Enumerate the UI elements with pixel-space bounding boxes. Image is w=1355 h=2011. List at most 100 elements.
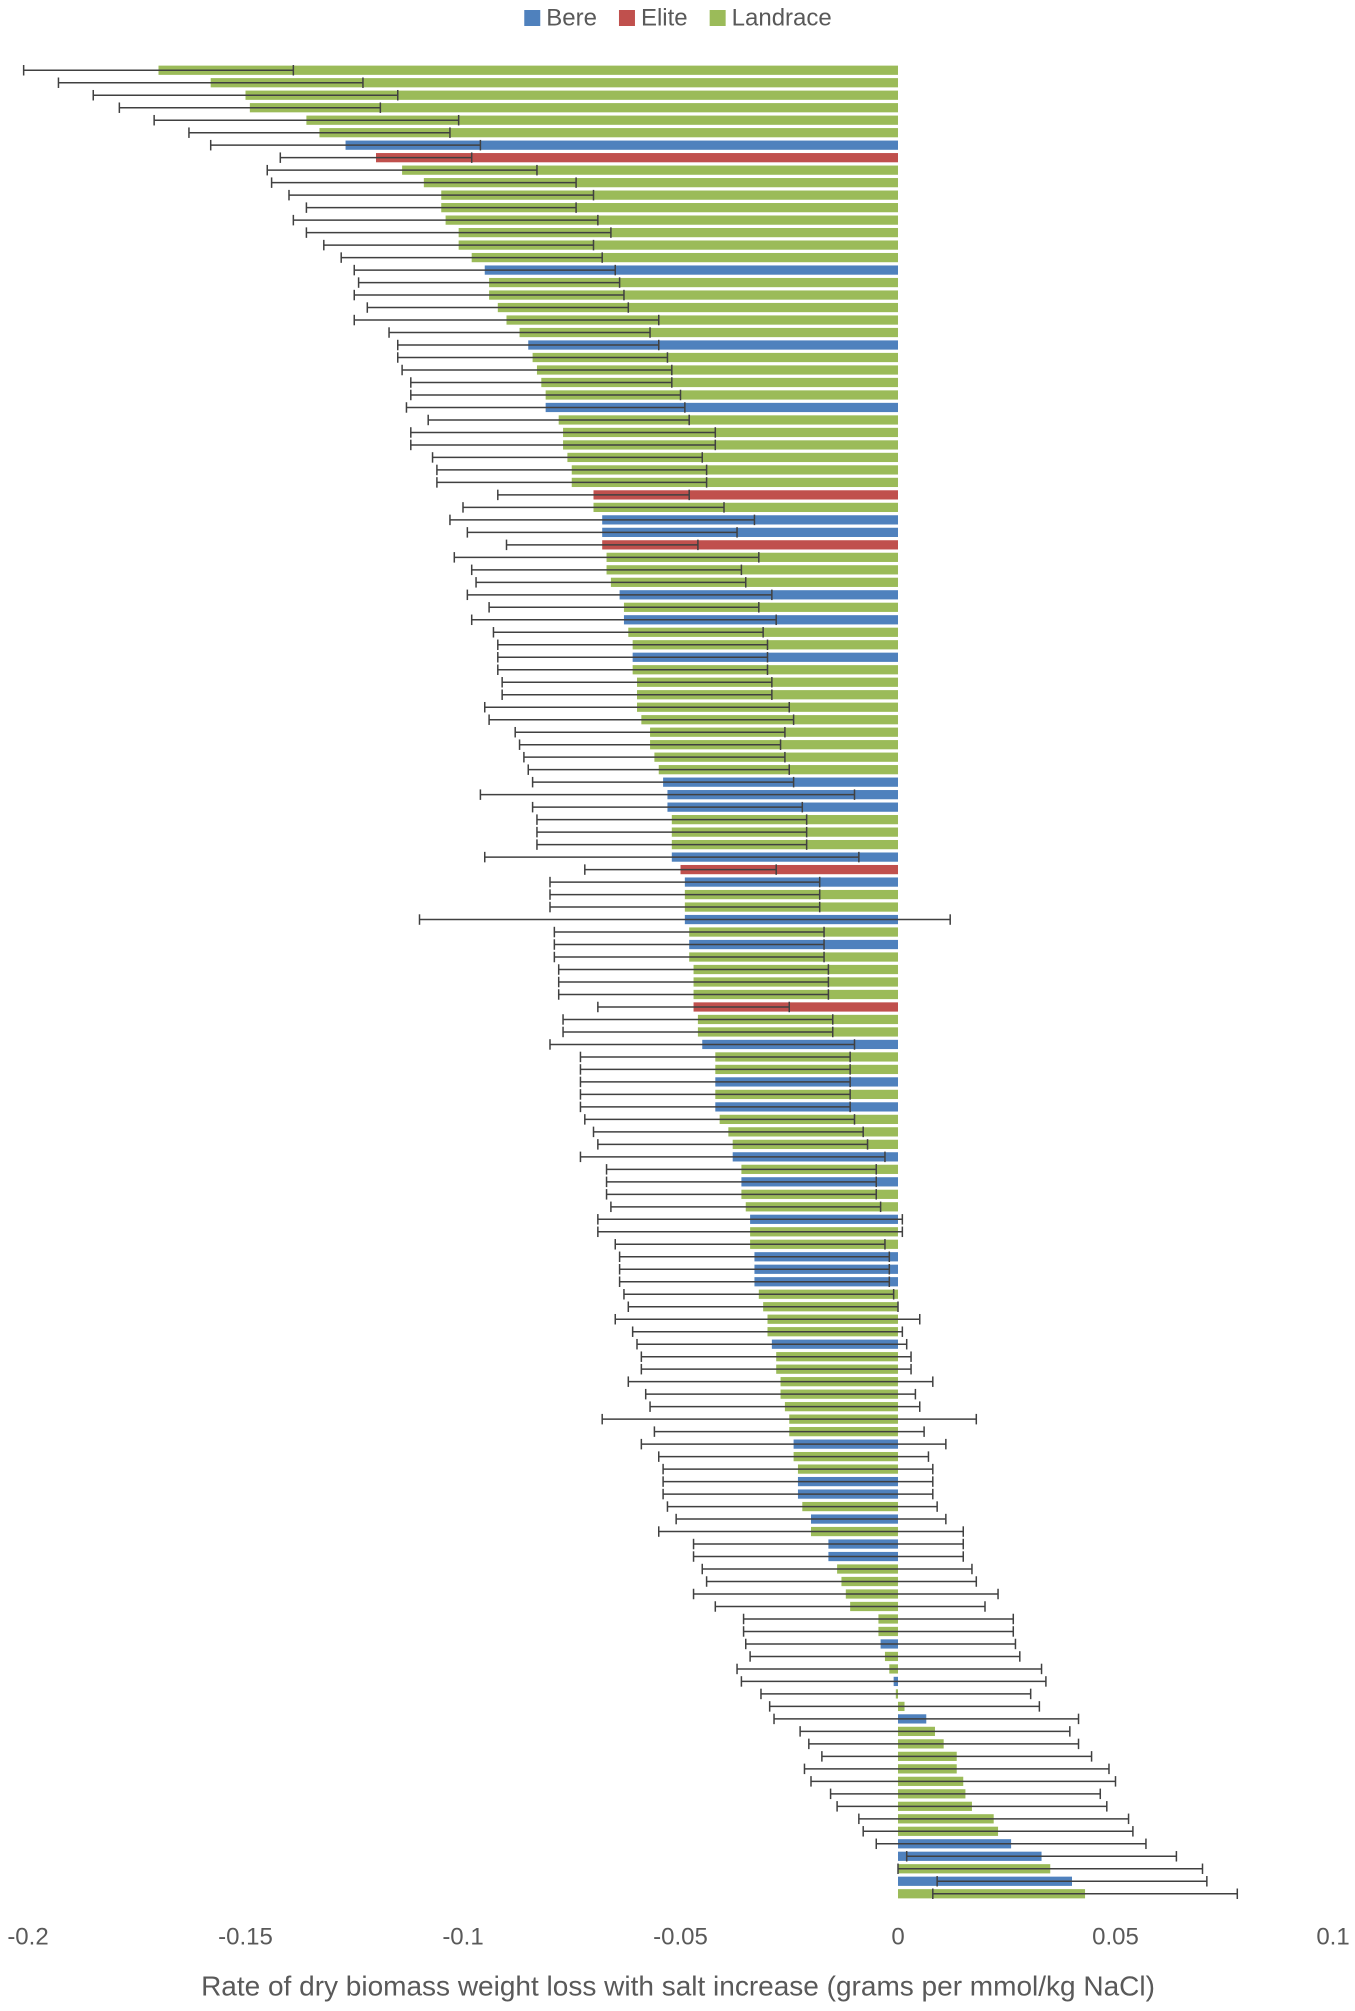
error-bar bbox=[549, 889, 821, 900]
error-bar bbox=[662, 1463, 934, 1475]
bar bbox=[563, 440, 898, 450]
error-bar bbox=[557, 964, 830, 975]
error-bar bbox=[875, 1838, 1147, 1850]
legend-swatch bbox=[618, 10, 635, 26]
error-bar bbox=[188, 127, 451, 138]
bar bbox=[593, 490, 898, 500]
error-bar bbox=[266, 164, 538, 176]
error-bar bbox=[584, 864, 777, 875]
legend-label: Landrace bbox=[732, 4, 832, 31]
error-bar bbox=[658, 1451, 930, 1462]
error-bar bbox=[397, 339, 660, 351]
bar bbox=[606, 565, 898, 575]
bar bbox=[423, 178, 898, 188]
error-bar bbox=[436, 477, 708, 488]
error-bar bbox=[410, 427, 717, 438]
error-bar bbox=[579, 1101, 851, 1113]
bar bbox=[528, 340, 898, 350]
error-bar bbox=[323, 239, 595, 251]
x-tick-label: -0.2 bbox=[7, 1923, 48, 1950]
bar bbox=[519, 327, 898, 338]
bar bbox=[445, 215, 898, 225]
error-bar bbox=[627, 1376, 934, 1387]
x-tick-label: 0.1 bbox=[1316, 1923, 1349, 1950]
error-bar bbox=[553, 939, 825, 950]
x-tick-label: 0.05 bbox=[1092, 1923, 1139, 1950]
bar bbox=[158, 65, 898, 75]
error-bar bbox=[153, 114, 460, 126]
bar bbox=[458, 240, 898, 250]
x-tick-label: -0.05 bbox=[653, 1923, 708, 1950]
bar bbox=[693, 1002, 898, 1012]
error-bar bbox=[644, 1388, 917, 1400]
bar bbox=[602, 527, 898, 537]
error-bar bbox=[553, 951, 825, 963]
error-bar bbox=[488, 602, 760, 613]
bar bbox=[376, 153, 898, 163]
bar bbox=[532, 352, 898, 363]
error-bar bbox=[488, 714, 795, 725]
error-bar bbox=[808, 1738, 1080, 1750]
error-bar bbox=[579, 1076, 851, 1088]
legend-label: Bere bbox=[546, 4, 597, 31]
error-bar bbox=[592, 1126, 864, 1138]
bar bbox=[441, 190, 898, 200]
error-bar bbox=[484, 851, 860, 863]
error-bar bbox=[799, 1726, 1071, 1737]
bar bbox=[541, 377, 898, 388]
error-bar bbox=[288, 189, 595, 201]
error-bar bbox=[666, 1501, 938, 1512]
error-bar bbox=[118, 102, 382, 113]
error-bar bbox=[466, 589, 773, 601]
error-bar bbox=[209, 139, 482, 151]
error-bar bbox=[427, 414, 690, 426]
error-bar bbox=[497, 664, 769, 676]
error-bar bbox=[701, 1563, 973, 1575]
error-bar bbox=[821, 1751, 1093, 1762]
bar bbox=[471, 252, 898, 263]
error-bar bbox=[760, 1688, 1032, 1700]
error-bar bbox=[366, 302, 630, 313]
error-bar bbox=[579, 1051, 851, 1063]
error-bar bbox=[436, 464, 708, 476]
error-bar bbox=[714, 1601, 986, 1612]
x-tick-label: -0.1 bbox=[442, 1923, 483, 1950]
error-bar bbox=[418, 914, 951, 925]
error-bar bbox=[605, 1176, 877, 1188]
error-bar bbox=[514, 726, 786, 738]
error-bar bbox=[353, 314, 660, 326]
error-bar bbox=[605, 1189, 877, 1200]
error-bar bbox=[462, 502, 725, 513]
error-bar bbox=[518, 739, 782, 750]
error-bar bbox=[22, 64, 295, 76]
error-bar bbox=[92, 89, 399, 101]
error-bar bbox=[405, 402, 686, 413]
error-bar bbox=[492, 627, 764, 638]
error-bar bbox=[640, 1363, 912, 1375]
error-bar bbox=[905, 1851, 1178, 1862]
error-bar bbox=[636, 1338, 908, 1350]
error-bar bbox=[618, 1264, 891, 1275]
bar bbox=[319, 128, 898, 138]
error-bar bbox=[618, 1276, 891, 1288]
error-bar bbox=[501, 676, 773, 688]
bar bbox=[506, 315, 898, 325]
error-bar bbox=[597, 1226, 904, 1238]
bar bbox=[558, 415, 898, 425]
error-bar bbox=[605, 1164, 877, 1175]
error-bar bbox=[397, 352, 669, 363]
error-bar bbox=[357, 277, 621, 288]
bar bbox=[345, 140, 898, 150]
legend-swatch bbox=[709, 10, 726, 26]
error-bar bbox=[453, 552, 760, 563]
error-bar bbox=[773, 1713, 1080, 1725]
error-bar bbox=[736, 1663, 1043, 1675]
bar bbox=[249, 103, 899, 113]
error-bar bbox=[470, 614, 777, 626]
error-bar bbox=[936, 1876, 1208, 1887]
error-bar bbox=[862, 1826, 1134, 1837]
bar bbox=[536, 365, 898, 375]
error-bar bbox=[579, 1064, 851, 1075]
error-bar bbox=[353, 264, 616, 276]
error-bar bbox=[470, 564, 743, 576]
